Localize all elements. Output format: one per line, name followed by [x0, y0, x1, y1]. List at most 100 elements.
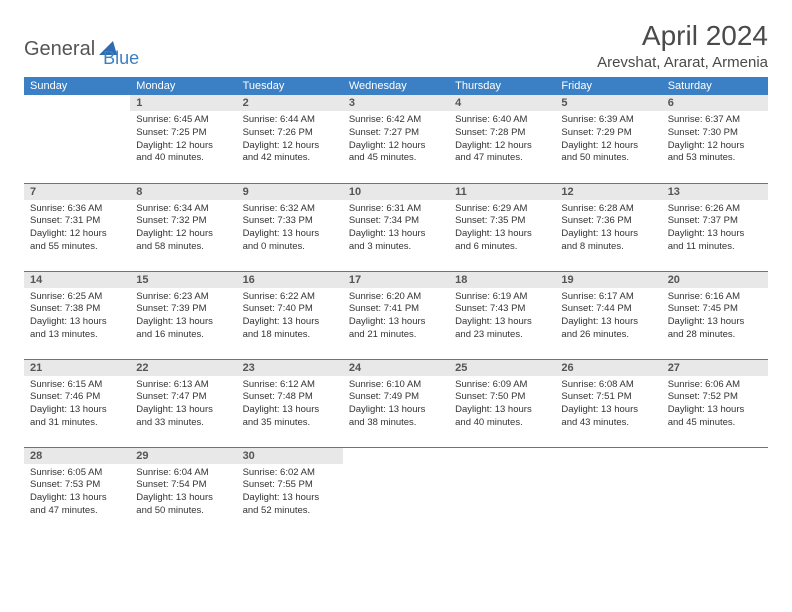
- day-number: 5: [555, 95, 661, 111]
- day-number: 21: [24, 360, 130, 376]
- daylight-line-1: Daylight: 13 hours: [243, 404, 337, 417]
- sunrise-line: Sunrise: 6:31 AM: [349, 203, 443, 216]
- daylight-line-1: Daylight: 13 hours: [136, 404, 230, 417]
- daylight-line-2: and 3 minutes.: [349, 241, 443, 254]
- day-content: Sunrise: 6:05 AMSunset: 7:53 PMDaylight:…: [24, 464, 130, 522]
- day-number: 4: [449, 95, 555, 111]
- day-content: Sunrise: 6:09 AMSunset: 7:50 PMDaylight:…: [449, 376, 555, 434]
- calendar-day-cell: 25Sunrise: 6:09 AMSunset: 7:50 PMDayligh…: [449, 359, 555, 447]
- day-content: Sunrise: 6:39 AMSunset: 7:29 PMDaylight:…: [555, 111, 661, 169]
- daylight-line-2: and 53 minutes.: [668, 152, 762, 165]
- day-content: Sunrise: 6:29 AMSunset: 7:35 PMDaylight:…: [449, 200, 555, 258]
- daylight-line-1: Daylight: 13 hours: [136, 316, 230, 329]
- day-content: Sunrise: 6:10 AMSunset: 7:49 PMDaylight:…: [343, 376, 449, 434]
- month-title: April 2024: [597, 20, 768, 52]
- day-header: Tuesday: [237, 77, 343, 95]
- daylight-line-1: Daylight: 12 hours: [668, 140, 762, 153]
- day-content: Sunrise: 6:04 AMSunset: 7:54 PMDaylight:…: [130, 464, 236, 522]
- day-number: 16: [237, 272, 343, 288]
- calendar-day-cell: 16Sunrise: 6:22 AMSunset: 7:40 PMDayligh…: [237, 271, 343, 359]
- calendar-week-row: ..1Sunrise: 6:45 AMSunset: 7:25 PMDaylig…: [24, 95, 768, 183]
- daylight-line-2: and 47 minutes.: [30, 505, 124, 518]
- day-content: Sunrise: 6:28 AMSunset: 7:36 PMDaylight:…: [555, 200, 661, 258]
- calendar-day-cell: 28Sunrise: 6:05 AMSunset: 7:53 PMDayligh…: [24, 447, 130, 535]
- daylight-line-2: and 18 minutes.: [243, 329, 337, 342]
- sunset-line: Sunset: 7:28 PM: [455, 127, 549, 140]
- daylight-line-1: Daylight: 13 hours: [349, 404, 443, 417]
- sunrise-line: Sunrise: 6:19 AM: [455, 291, 549, 304]
- sunrise-line: Sunrise: 6:06 AM: [668, 379, 762, 392]
- daylight-line-2: and 23 minutes.: [455, 329, 549, 342]
- sunrise-line: Sunrise: 6:08 AM: [561, 379, 655, 392]
- daylight-line-2: and 26 minutes.: [561, 329, 655, 342]
- calendar-day-cell: 1Sunrise: 6:45 AMSunset: 7:25 PMDaylight…: [130, 95, 236, 183]
- daylight-line-1: Daylight: 13 hours: [561, 404, 655, 417]
- calendar-day-cell: 3Sunrise: 6:42 AMSunset: 7:27 PMDaylight…: [343, 95, 449, 183]
- daylight-line-2: and 11 minutes.: [668, 241, 762, 254]
- sunset-line: Sunset: 7:35 PM: [455, 215, 549, 228]
- daylight-line-1: Daylight: 12 hours: [349, 140, 443, 153]
- title-block: April 2024 Arevshat, Ararat, Armenia: [597, 20, 768, 71]
- day-header: Friday: [555, 77, 661, 95]
- sunrise-line: Sunrise: 6:29 AM: [455, 203, 549, 216]
- sunset-line: Sunset: 7:25 PM: [136, 127, 230, 140]
- calendar-day-cell: 6Sunrise: 6:37 AMSunset: 7:30 PMDaylight…: [662, 95, 768, 183]
- sunset-line: Sunset: 7:33 PM: [243, 215, 337, 228]
- daylight-line-1: Daylight: 13 hours: [30, 492, 124, 505]
- sunrise-line: Sunrise: 6:37 AM: [668, 114, 762, 127]
- day-content: Sunrise: 6:20 AMSunset: 7:41 PMDaylight:…: [343, 288, 449, 346]
- sunrise-line: Sunrise: 6:02 AM: [243, 467, 337, 480]
- day-content: Sunrise: 6:17 AMSunset: 7:44 PMDaylight:…: [555, 288, 661, 346]
- day-content: Sunrise: 6:08 AMSunset: 7:51 PMDaylight:…: [555, 376, 661, 434]
- calendar-day-cell: 5Sunrise: 6:39 AMSunset: 7:29 PMDaylight…: [555, 95, 661, 183]
- day-number: 20: [662, 272, 768, 288]
- sunrise-line: Sunrise: 6:44 AM: [243, 114, 337, 127]
- calendar-day-cell: 23Sunrise: 6:12 AMSunset: 7:48 PMDayligh…: [237, 359, 343, 447]
- daylight-line-1: Daylight: 12 hours: [136, 228, 230, 241]
- daylight-line-2: and 16 minutes.: [136, 329, 230, 342]
- day-number: 6: [662, 95, 768, 111]
- calendar-day-cell: ..: [662, 447, 768, 535]
- daylight-line-2: and 58 minutes.: [136, 241, 230, 254]
- calendar-table: SundayMondayTuesdayWednesdayThursdayFrid…: [24, 77, 768, 535]
- sunrise-line: Sunrise: 6:36 AM: [30, 203, 124, 216]
- daylight-line-2: and 35 minutes.: [243, 417, 337, 430]
- calendar-day-cell: 10Sunrise: 6:31 AMSunset: 7:34 PMDayligh…: [343, 183, 449, 271]
- sunrise-line: Sunrise: 6:28 AM: [561, 203, 655, 216]
- sunset-line: Sunset: 7:27 PM: [349, 127, 443, 140]
- daylight-line-2: and 33 minutes.: [136, 417, 230, 430]
- day-content: Sunrise: 6:40 AMSunset: 7:28 PMDaylight:…: [449, 111, 555, 169]
- calendar-week-row: 28Sunrise: 6:05 AMSunset: 7:53 PMDayligh…: [24, 447, 768, 535]
- day-content: Sunrise: 6:37 AMSunset: 7:30 PMDaylight:…: [662, 111, 768, 169]
- day-content: Sunrise: 6:34 AMSunset: 7:32 PMDaylight:…: [130, 200, 236, 258]
- calendar-day-cell: 11Sunrise: 6:29 AMSunset: 7:35 PMDayligh…: [449, 183, 555, 271]
- sunset-line: Sunset: 7:31 PM: [30, 215, 124, 228]
- sunset-line: Sunset: 7:37 PM: [668, 215, 762, 228]
- calendar-day-cell: ..: [343, 447, 449, 535]
- sunset-line: Sunset: 7:39 PM: [136, 303, 230, 316]
- daylight-line-2: and 28 minutes.: [668, 329, 762, 342]
- daylight-line-2: and 55 minutes.: [30, 241, 124, 254]
- day-number: 22: [130, 360, 236, 376]
- daylight-line-1: Daylight: 13 hours: [668, 228, 762, 241]
- day-number: 25: [449, 360, 555, 376]
- daylight-line-1: Daylight: 12 hours: [455, 140, 549, 153]
- sunrise-line: Sunrise: 6:22 AM: [243, 291, 337, 304]
- day-content: Sunrise: 6:42 AMSunset: 7:27 PMDaylight:…: [343, 111, 449, 169]
- day-number: 23: [237, 360, 343, 376]
- sunrise-line: Sunrise: 6:40 AM: [455, 114, 549, 127]
- day-number: 3: [343, 95, 449, 111]
- sunset-line: Sunset: 7:41 PM: [349, 303, 443, 316]
- daylight-line-1: Daylight: 12 hours: [561, 140, 655, 153]
- daylight-line-1: Daylight: 13 hours: [668, 316, 762, 329]
- daylight-line-1: Daylight: 12 hours: [30, 228, 124, 241]
- daylight-line-1: Daylight: 13 hours: [30, 316, 124, 329]
- sunset-line: Sunset: 7:32 PM: [136, 215, 230, 228]
- daylight-line-1: Daylight: 13 hours: [243, 228, 337, 241]
- sunrise-line: Sunrise: 6:17 AM: [561, 291, 655, 304]
- logo-text-blue: Blue: [103, 48, 139, 69]
- sunset-line: Sunset: 7:47 PM: [136, 391, 230, 404]
- calendar-day-cell: 17Sunrise: 6:20 AMSunset: 7:41 PMDayligh…: [343, 271, 449, 359]
- calendar-day-cell: 14Sunrise: 6:25 AMSunset: 7:38 PMDayligh…: [24, 271, 130, 359]
- sunset-line: Sunset: 7:55 PM: [243, 479, 337, 492]
